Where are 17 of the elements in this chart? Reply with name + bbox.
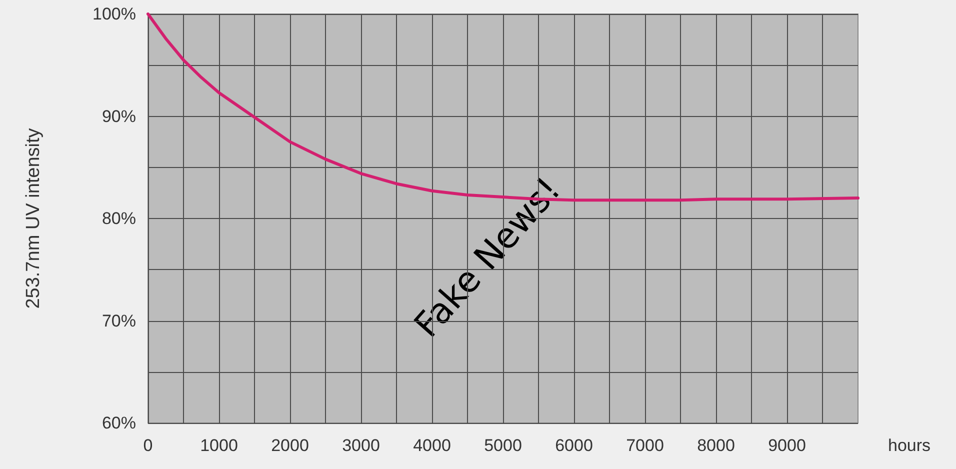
x-tick-label: 9000 bbox=[768, 436, 806, 455]
x-tick-label: 5000 bbox=[484, 436, 522, 455]
y-tick-label: 80% bbox=[102, 209, 136, 228]
y-tick-label: 70% bbox=[102, 311, 136, 330]
x-tick-label: 7000 bbox=[626, 436, 664, 455]
x-tick-label: 3000 bbox=[342, 436, 380, 455]
x-axis-title: hours bbox=[888, 436, 931, 455]
x-tick-label: 4000 bbox=[413, 436, 451, 455]
y-tick-label: 90% bbox=[102, 106, 136, 126]
x-tick-label: 2000 bbox=[271, 436, 309, 455]
y-tick-label: 60% bbox=[102, 414, 136, 432]
y-axis-title: 253.7nm UV intensity bbox=[23, 128, 44, 309]
x-tick-label: 1000 bbox=[200, 436, 238, 455]
x-tick-label: 8000 bbox=[697, 436, 735, 455]
x-tick-label: 0 bbox=[143, 436, 153, 455]
y-tick-label: 100% bbox=[92, 4, 136, 24]
x-tick-label: 6000 bbox=[555, 436, 593, 455]
